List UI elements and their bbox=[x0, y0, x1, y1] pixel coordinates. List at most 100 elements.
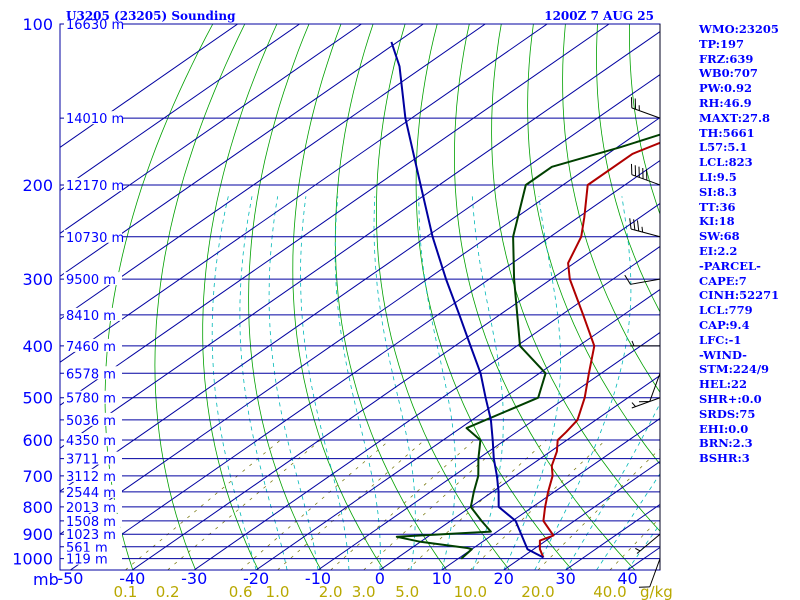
temperature-tick-label: -50 bbox=[57, 569, 83, 588]
isotherm bbox=[60, 30, 660, 449]
sounding-index: KI:18 bbox=[699, 214, 735, 229]
sounding-index: -PARCEL- bbox=[699, 258, 761, 273]
wind-barb-flag bbox=[633, 219, 636, 231]
sounding-index: LCL:823 bbox=[699, 155, 753, 170]
sounding-index: CAPE:7 bbox=[699, 273, 747, 288]
isotherm bbox=[70, 159, 660, 570]
sounding-index: EHI:0.0 bbox=[699, 421, 749, 436]
wind-barb-staff bbox=[630, 228, 661, 238]
sounding-index: CINH:52271 bbox=[699, 288, 780, 303]
mixing-ratio-line bbox=[277, 439, 425, 570]
mixing-ratio-line bbox=[470, 439, 606, 570]
mixing-ratio-line bbox=[537, 448, 660, 570]
sounding-index: MAXT:27.8 bbox=[699, 110, 770, 125]
plot-frame bbox=[59, 23, 661, 571]
wind-barb bbox=[624, 274, 661, 285]
moist-adiabat bbox=[534, 196, 632, 570]
height-label: 12170 m bbox=[66, 179, 124, 194]
sounding-index: LFC:-1 bbox=[699, 332, 742, 347]
moist-adiabat bbox=[373, 196, 416, 570]
wind-barb-flag bbox=[629, 218, 632, 230]
height-label-bg bbox=[64, 551, 122, 565]
mixing-ratio-unit-label: g/kg bbox=[640, 583, 673, 600]
pressure-tick-label: 100 bbox=[22, 15, 53, 34]
isotherm bbox=[317, 331, 660, 570]
pressure-tick-label: 200 bbox=[22, 176, 53, 195]
sounding-index: RH:46.9 bbox=[699, 95, 752, 110]
height-label: 1508 m bbox=[66, 515, 116, 530]
sounding-index: EI:2.2 bbox=[699, 243, 738, 258]
sounding-index: TP:197 bbox=[699, 36, 745, 51]
sounding-index: TH:5661 bbox=[699, 125, 755, 140]
height-label-bg bbox=[64, 111, 122, 125]
isotherm bbox=[60, 116, 660, 535]
moist-adiabat bbox=[239, 196, 288, 570]
wind-barb bbox=[630, 163, 661, 186]
sounding-index: BSHR:3 bbox=[699, 451, 750, 466]
height-label-bg bbox=[64, 272, 122, 286]
dry-adiabat bbox=[292, 24, 385, 570]
height-label-bg bbox=[64, 539, 122, 553]
isotherm bbox=[132, 202, 660, 570]
isotherm bbox=[60, 24, 486, 320]
wind-barb-staff bbox=[631, 174, 661, 186]
pressure-tick-label: 700 bbox=[22, 467, 53, 486]
mixing-ratio-labels: 0.1 0.2 0.6 1.0 2.0 3.0 5.0 10.0 20.0 40.0 bbox=[113, 583, 626, 600]
height-label: 14010 m bbox=[66, 112, 124, 127]
height-label-bg bbox=[64, 412, 122, 426]
wind-barb-half-flag bbox=[631, 402, 636, 407]
height-label-bg bbox=[64, 451, 122, 465]
height-label: 3112 m bbox=[66, 470, 116, 485]
wind-barb bbox=[631, 397, 661, 409]
height-label: 7460 m bbox=[66, 340, 116, 355]
mixing-ratio-line bbox=[240, 439, 390, 570]
height-label-bg bbox=[64, 366, 122, 380]
isotherm bbox=[441, 417, 660, 570]
mixing-ratio-line bbox=[609, 517, 660, 570]
profile-line-1 bbox=[395, 133, 660, 560]
height-label: 10730 m bbox=[66, 231, 124, 246]
pressure-tick-label: 800 bbox=[22, 498, 53, 517]
height-label-bg bbox=[64, 229, 122, 243]
dry-adiabat bbox=[415, 24, 573, 570]
pressure-tick-label: 500 bbox=[22, 389, 53, 408]
height-label: 5780 m bbox=[66, 392, 116, 407]
wind-barb-flag bbox=[624, 274, 631, 285]
sounding-index: PW:0.92 bbox=[699, 81, 753, 96]
wind-barb bbox=[630, 97, 661, 119]
sounding-index: SRDS:75 bbox=[699, 406, 756, 421]
wind-barb bbox=[630, 340, 660, 347]
sounding-index: SHR+:0.0 bbox=[699, 391, 762, 406]
temperature-tick-label: 40 bbox=[617, 569, 637, 588]
temperature-tick-label: 10 bbox=[432, 569, 452, 588]
mixing-ratio-label: 40.0 bbox=[593, 583, 626, 600]
pressure-tick-label: 400 bbox=[22, 337, 53, 356]
mixing-ratio-label: 3.0 bbox=[352, 583, 376, 600]
mixing-ratio-line bbox=[363, 439, 506, 570]
mixing-ratio-label: 0.2 bbox=[156, 583, 180, 600]
mixing-ratio-line bbox=[125, 439, 281, 570]
temperature-tick-labels: -50 -40 -30 -20 -10 0 10 20 30 40 bbox=[57, 569, 637, 588]
height-label: 9500 m bbox=[66, 273, 116, 288]
height-label: 2544 m bbox=[66, 486, 116, 501]
mixing-ratio-line bbox=[330, 439, 475, 570]
mixing-ratio-label: 0.6 bbox=[229, 583, 253, 600]
dry-adiabat bbox=[790, 24, 800, 570]
sounding-index: L57:5.1 bbox=[699, 140, 748, 155]
wind-barb bbox=[638, 558, 661, 588]
mixing-ratio-label: 10.0 bbox=[454, 583, 487, 600]
profile-line-2 bbox=[390, 41, 544, 559]
moist-adiabat bbox=[211, 196, 257, 570]
dry-adiabat bbox=[454, 24, 636, 570]
isotherm bbox=[60, 24, 362, 234]
temperature-tick-label: -30 bbox=[181, 569, 207, 588]
wind-barb-staff bbox=[631, 397, 661, 409]
wind-barb bbox=[629, 218, 661, 238]
height-label-bg bbox=[64, 513, 122, 527]
dry-adiabats bbox=[104, 24, 800, 570]
height-label-bg bbox=[64, 338, 122, 352]
sounding-index: LCL:779 bbox=[699, 303, 753, 318]
sounding-index: STM:224/9 bbox=[699, 362, 770, 377]
wind-barb bbox=[635, 533, 661, 554]
